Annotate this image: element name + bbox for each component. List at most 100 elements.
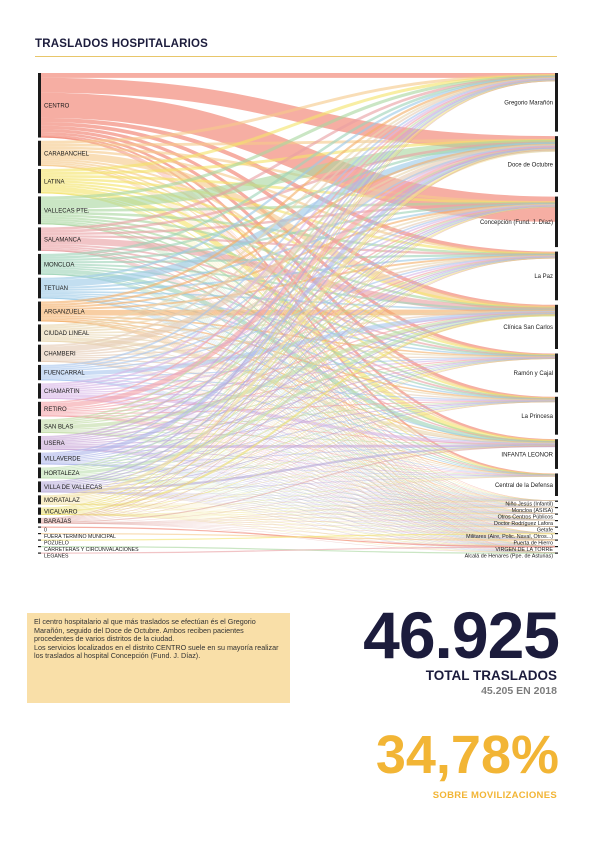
- sankey-flow-20-16: [40, 523, 556, 547]
- source-bar-11: [38, 383, 41, 399]
- target-bar-1: [555, 136, 558, 193]
- sankey-flow-6-8: [40, 296, 556, 476]
- sankey-flow-20-6: [40, 401, 556, 522]
- sankey-flow-3-3: [40, 211, 556, 256]
- sankey-flow-6-0: [40, 76, 556, 281]
- source-bar-10: [38, 364, 41, 381]
- source-bar-1: [38, 140, 41, 166]
- source-bar-20: [38, 517, 41, 524]
- sankey-flow-10-3: [40, 255, 556, 372]
- sankey-flow-19-3: [40, 257, 556, 511]
- source-bar-13: [38, 419, 41, 433]
- info-paragraph-1: El centro hospitalario al que más trasla…: [34, 617, 256, 644]
- source-label-10: FUENCARRAL: [44, 371, 85, 377]
- target-bar-11: [555, 513, 558, 515]
- sankey-flow-19-11: [40, 513, 556, 515]
- sankey-flow-17-5: [40, 358, 556, 489]
- source-label-25: LEGANES: [44, 553, 69, 559]
- sankey-flow-18-8: [40, 476, 556, 505]
- sankey-flow-15-15: [40, 464, 556, 540]
- target-label-4: Clínica San Carlos: [503, 325, 553, 331]
- sankey-flow-10-1: [40, 145, 556, 369]
- percent-label: SOBRE MOVILIZACIONES: [432, 790, 557, 801]
- sankey-flow-2-0: [40, 74, 556, 173]
- sankey-flow-18-3: [40, 257, 556, 502]
- source-label-14: USERA: [44, 441, 65, 447]
- sankey-flow-14-1: [40, 147, 556, 440]
- source-bar-6: [38, 277, 41, 299]
- sankey-flow-10-0: [40, 78, 556, 367]
- target-bar-15: [555, 539, 558, 541]
- source-label-23: POZUELO: [44, 540, 69, 546]
- sankey-flow-11-12: [40, 398, 556, 521]
- target-label-15: Puerta de Hierro: [513, 540, 553, 546]
- sankey-flow-13-2: [40, 205, 556, 424]
- sankey-flow-6-10: [40, 297, 556, 508]
- sankey-flow-16-1: [40, 148, 556, 470]
- sankey-flow-19-7: [40, 445, 556, 515]
- sankey-flow-18-14: [40, 504, 556, 534]
- sankey-flow-14-13: [40, 449, 556, 527]
- sankey-flow-18-6: [40, 401, 556, 504]
- sankey-flow-20-1: [40, 149, 556, 520]
- sankey-flow-15-14: [40, 463, 556, 534]
- source-bar-7: [38, 301, 41, 322]
- sankey-flow-6-3: [40, 254, 556, 291]
- previous-year-total: 45.205 EN 2018: [481, 685, 557, 697]
- source-bar-22: [38, 533, 41, 535]
- sankey-flow-20-5: [40, 358, 556, 522]
- source-label-16: HORTALEZA: [44, 471, 79, 477]
- sankey-flow-7-0: [40, 76, 556, 304]
- source-label-20: BARAJAS: [44, 519, 71, 525]
- sankey-flows: [40, 73, 556, 554]
- target-label-14: Militares (Aire, Polic. Naval, Otros...): [466, 534, 553, 540]
- sankey-flow-12-6: [40, 400, 556, 415]
- source-label-12: RETIRO: [44, 407, 67, 413]
- sankey-flow-1-0: [40, 73, 556, 144]
- sankey-flow-3-0: [40, 74, 556, 200]
- source-bar-24: [38, 546, 41, 548]
- sankey-flow-17-14: [40, 491, 556, 534]
- target-bar-16: [555, 546, 558, 548]
- sankey-flow-20-14: [40, 523, 556, 534]
- target-bar-10: [555, 507, 558, 509]
- sankey-flow-18-16: [40, 504, 556, 547]
- sankey-flow-4-1: [40, 141, 556, 233]
- target-bar-13: [555, 526, 558, 528]
- sankey-flow-19-14: [40, 514, 556, 534]
- target-label-3: La Paz: [534, 274, 553, 280]
- sankey-flow-16-6: [40, 401, 556, 477]
- percent-value: 34,78%: [375, 725, 559, 785]
- sankey-flow-4-0: [40, 75, 556, 231]
- sankey-flow-20-9: [40, 500, 556, 524]
- sankey-flow-12-5: [40, 357, 556, 414]
- target-bar-14: [555, 533, 558, 535]
- target-label-1: Doce de Octubre: [508, 162, 554, 168]
- target-bar-3: [555, 251, 558, 301]
- sankey-flow-10-5: [40, 356, 556, 377]
- sankey-flow-15-12: [40, 463, 556, 521]
- sankey-flow-20-17: [40, 523, 556, 553]
- sankey-flow-17-1: [40, 148, 556, 485]
- sankey-flow-15-6: [40, 401, 556, 463]
- sankey-flow-19-16: [40, 514, 556, 547]
- source-label-13: SAN BLAS: [44, 424, 73, 430]
- sankey-flow-13-11: [40, 432, 556, 514]
- sankey-flow-20-7: [40, 445, 556, 523]
- total-transfers-label: TOTAL TRASLADOS: [425, 668, 557, 683]
- sankey-flow-3-2: [40, 202, 556, 212]
- sankey-flow-5-8: [40, 272, 556, 476]
- sankey-flow-13-6: [40, 400, 556, 431]
- sankey-flow-13-12: [40, 432, 556, 521]
- target-bar-6: [555, 396, 558, 435]
- sankey-flow-19-12: [40, 514, 556, 521]
- sankey-flow-13-1: [40, 147, 556, 423]
- source-label-18: MORATALAZ: [44, 498, 80, 504]
- sankey-flow-8-7: [40, 336, 556, 446]
- sankey-flow-20-8: [40, 476, 556, 524]
- sankey-flow-19-9: [40, 500, 556, 515]
- source-label-11: CHAMARTIN: [44, 389, 80, 395]
- sankey-flow-16-2: [40, 206, 556, 472]
- sankey-node-bars: [38, 73, 558, 554]
- sankey-flow-14-16: [40, 449, 556, 547]
